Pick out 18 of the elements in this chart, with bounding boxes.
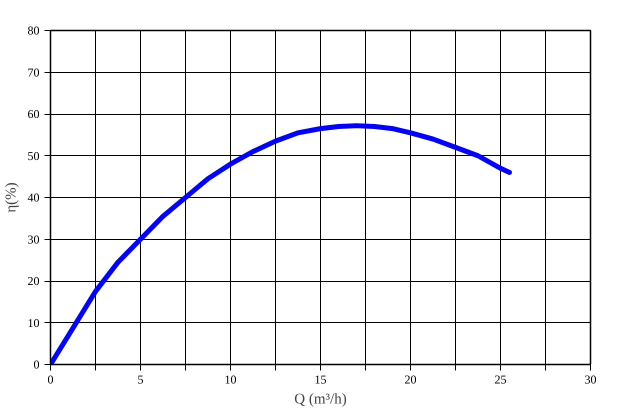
y-tick-label: 20 xyxy=(28,274,40,288)
x-tick-label: 25 xyxy=(494,372,506,386)
x-tick-label: 15 xyxy=(314,372,326,386)
y-axis-title: η(%) xyxy=(4,182,20,213)
x-tick-label: 0 xyxy=(48,372,54,386)
x-axis-title: Q (m³/h) xyxy=(294,392,347,408)
y-tick-label: 10 xyxy=(28,316,40,330)
y-tick-label: 40 xyxy=(28,190,40,204)
x-tick-label: 10 xyxy=(224,372,236,386)
x-tick-label: 5 xyxy=(138,372,144,386)
y-tick-label: 50 xyxy=(28,148,40,163)
y-tick-label: 70 xyxy=(28,65,40,80)
y-tick-label: 60 xyxy=(28,107,40,121)
y-tick-label: 0 xyxy=(34,358,40,372)
x-tick-label: 30 xyxy=(584,372,596,386)
y-tick-label: 80 xyxy=(28,24,40,38)
x-tick-label: 20 xyxy=(404,372,416,386)
y-tick-label: 30 xyxy=(28,232,40,246)
